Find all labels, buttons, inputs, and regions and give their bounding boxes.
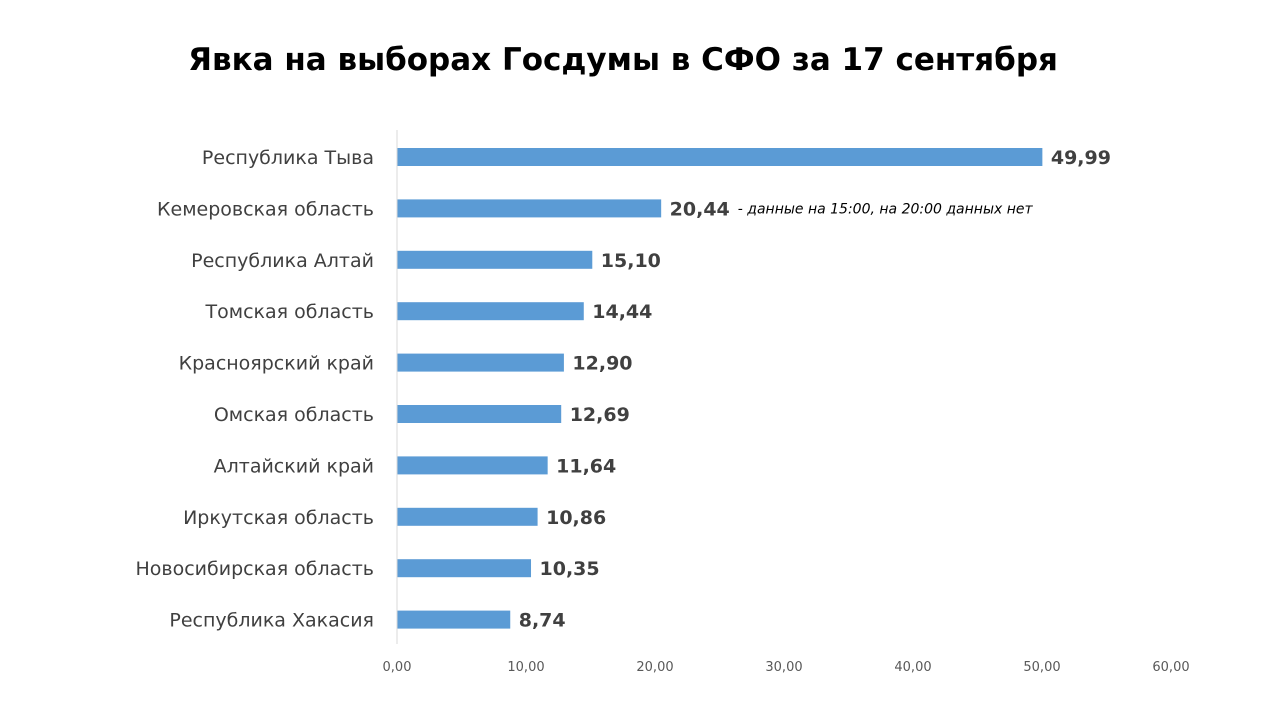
x-tick-label: 0,00: [383, 660, 412, 675]
bar: [397, 507, 538, 526]
bar: [397, 199, 662, 218]
category-label: Иркутская область: [183, 507, 374, 529]
bar: [397, 405, 562, 423]
category-label: Новосибирская область: [135, 558, 374, 580]
data-label: 8,74: [519, 610, 566, 632]
data-label: 10,35: [540, 558, 600, 580]
category-label: Республика Хакасия: [169, 610, 374, 632]
x-tick-label: 20,00: [636, 660, 673, 675]
x-tick-label: 10,00: [507, 660, 544, 675]
bar: [397, 250, 593, 269]
bar: [397, 559, 532, 578]
bar: [397, 148, 1043, 166]
data-label: 14,44: [592, 301, 652, 323]
data-label: 12,90: [572, 353, 632, 375]
x-tick-label: 50,00: [1023, 660, 1060, 675]
annotations-group: - данные на 15:00, на 20:00 данных нет: [738, 201, 1034, 217]
x-tick-label: 40,00: [894, 660, 931, 675]
data-label: 15,10: [601, 250, 661, 272]
category-label: Омская область: [214, 404, 374, 426]
data-label: 12,69: [570, 404, 630, 426]
category-label: Республика Алтай: [191, 250, 374, 272]
x-tick-label: 60,00: [1152, 660, 1189, 675]
bars-group: [397, 148, 1043, 629]
category-labels-group: Республика Тыва Кемеровская область Респуб…: [135, 147, 374, 632]
value-labels-group: 49,99 20,44 15,10 14,44 12,90 12,69 11,64 10,86…: [519, 147, 1111, 632]
x-tick-label: 30,00: [765, 660, 802, 675]
bar: [397, 456, 548, 475]
chart-title: Явка на выборах Госдумы в СФО за 17 сент…: [188, 42, 1058, 78]
data-label: 20,44: [670, 198, 730, 220]
x-axis-ticks-group: 0,00 10,00 20,00 30,00 40,00 50,00 60,00: [383, 660, 1190, 675]
data-label: 11,64: [556, 455, 616, 477]
data-label: 49,99: [1051, 147, 1111, 169]
bar: [397, 610, 511, 629]
category-label: Кемеровская область: [157, 198, 374, 220]
category-label: Алтайский край: [214, 455, 374, 477]
bar: [397, 353, 564, 372]
category-label: Томская область: [205, 301, 374, 323]
data-label: 10,86: [546, 507, 606, 529]
annotation-note: - данные на 15:00, на 20:00 данных нет: [738, 201, 1034, 217]
category-label: Республика Тыва: [202, 147, 374, 169]
bar: [397, 302, 584, 321]
category-label: Красноярский край: [179, 353, 374, 375]
